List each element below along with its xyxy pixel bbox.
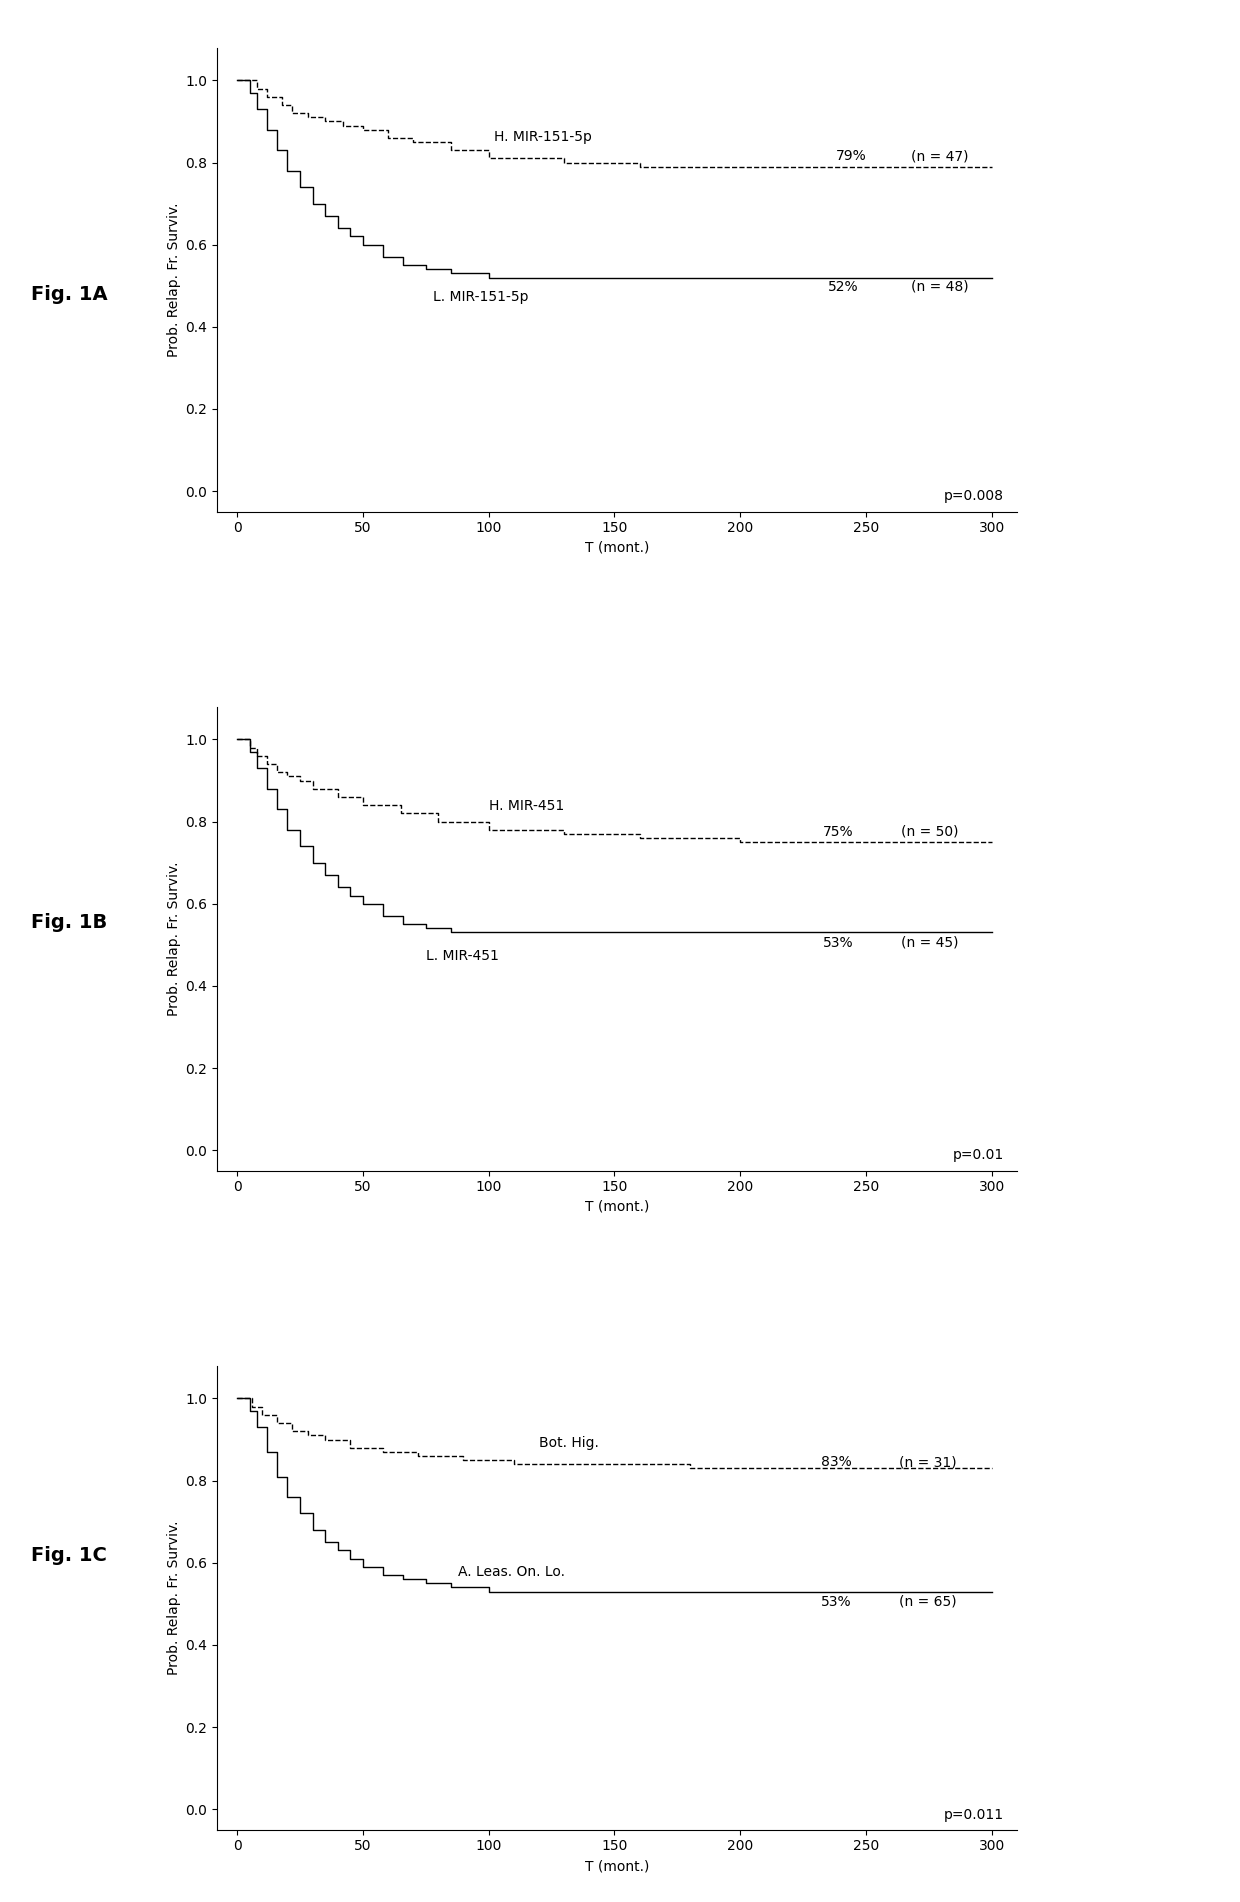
X-axis label: T (mont.): T (mont.) bbox=[585, 540, 649, 555]
Text: 53%: 53% bbox=[821, 1594, 851, 1609]
Text: H. MIR-151-5p: H. MIR-151-5p bbox=[494, 129, 591, 145]
Text: (n = 31): (n = 31) bbox=[899, 1455, 956, 1468]
Text: Fig. 1C: Fig. 1C bbox=[31, 1546, 107, 1565]
Text: L. MIR-451: L. MIR-451 bbox=[425, 949, 498, 962]
Y-axis label: Prob. Relap. Fr. Surviv.: Prob. Relap. Fr. Surviv. bbox=[167, 862, 181, 1016]
Text: p=0.011: p=0.011 bbox=[944, 1807, 1004, 1822]
X-axis label: T (mont.): T (mont.) bbox=[585, 1858, 649, 1873]
Text: H. MIR-451: H. MIR-451 bbox=[489, 799, 564, 814]
Text: (n = 48): (n = 48) bbox=[911, 280, 968, 293]
Text: p=0.01: p=0.01 bbox=[954, 1149, 1004, 1162]
X-axis label: T (mont.): T (mont.) bbox=[585, 1200, 649, 1213]
Text: (n = 65): (n = 65) bbox=[899, 1594, 956, 1609]
Text: Bot. Hig.: Bot. Hig. bbox=[539, 1436, 599, 1449]
Y-axis label: Prob. Relap. Fr. Surviv.: Prob. Relap. Fr. Surviv. bbox=[167, 1520, 181, 1676]
Y-axis label: Prob. Relap. Fr. Surviv.: Prob. Relap. Fr. Surviv. bbox=[167, 202, 181, 358]
Text: Fig. 1B: Fig. 1B bbox=[31, 913, 107, 932]
Text: 83%: 83% bbox=[821, 1455, 852, 1468]
Text: 79%: 79% bbox=[836, 150, 867, 164]
Text: L. MIR-151-5p: L. MIR-151-5p bbox=[433, 291, 528, 304]
Text: 53%: 53% bbox=[823, 936, 854, 949]
Text: p=0.008: p=0.008 bbox=[944, 489, 1004, 504]
Text: 52%: 52% bbox=[828, 280, 859, 293]
Text: (n = 45): (n = 45) bbox=[901, 936, 959, 949]
Text: Fig. 1A: Fig. 1A bbox=[31, 285, 108, 304]
Text: (n = 50): (n = 50) bbox=[901, 825, 959, 839]
Text: A. Leas. On. Lo.: A. Leas. On. Lo. bbox=[459, 1565, 565, 1579]
Text: 75%: 75% bbox=[823, 825, 854, 839]
Text: (n = 47): (n = 47) bbox=[911, 150, 968, 164]
